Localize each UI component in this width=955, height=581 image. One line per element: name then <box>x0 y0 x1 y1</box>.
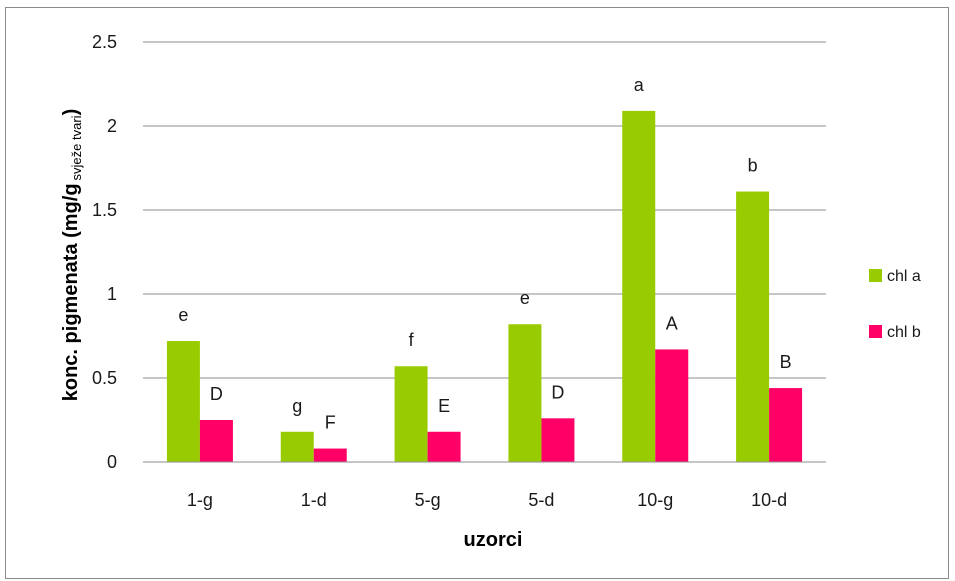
bar-chl-a-5-g <box>394 366 428 462</box>
bar-chl-a-10-g <box>622 110 656 462</box>
bar-chl-a-10-d <box>736 191 770 462</box>
x-tick-label: 10-d <box>751 490 787 510</box>
legend-swatch-chl-b <box>869 325 882 338</box>
bar-chl-a-1-d <box>280 431 314 462</box>
y-axis-title-main: konc. pigmenata (mg/g <box>60 183 82 401</box>
bar-chl-b-5-g <box>427 431 461 462</box>
data-label: g <box>292 396 302 416</box>
data-labels: e Dg Ff Ee Da Ab B <box>178 75 791 433</box>
x-axis-title: uzorci <box>464 529 523 551</box>
y-tick-label: 1 <box>107 284 117 304</box>
data-label: A <box>666 313 678 333</box>
bars <box>166 110 803 462</box>
legend-swatch-chl-a <box>869 269 882 282</box>
data-label: b <box>748 156 758 176</box>
y-axis-title-close: ) <box>60 109 82 116</box>
y-tick-label: 0.5 <box>92 368 117 388</box>
data-label: F <box>325 413 336 433</box>
data-label: e <box>178 305 188 325</box>
bar-chl-b-5-d <box>541 418 575 462</box>
x-tick-label: 5-d <box>528 490 554 510</box>
data-label: e <box>520 288 530 308</box>
chart-frame <box>5 7 949 579</box>
legend-label: chl b <box>887 324 921 341</box>
x-tick-labels: 1-g 1-d 5-g 5-d 10-g 10-d <box>187 490 787 510</box>
y-tick-label: 2.5 <box>92 32 117 52</box>
data-label: D <box>210 384 223 404</box>
x-tick-label: 10-g <box>637 490 673 510</box>
bar-chl-b-1-d <box>313 448 347 462</box>
legend-label: chl a <box>887 268 921 285</box>
y-tick-label: 0 <box>107 452 117 472</box>
gridlines <box>143 41 826 379</box>
data-label: f <box>409 330 415 350</box>
y-tick-labels: 0 0.5 1 1.5 2 2.5 <box>92 32 117 472</box>
y-axis-title: konc. pigmenata (mg/g svježe tvari) <box>60 109 84 402</box>
y-tick-label: 1.5 <box>92 200 117 220</box>
data-label: a <box>634 75 645 95</box>
data-label: D <box>551 382 564 402</box>
x-tick-label: 1-d <box>301 490 327 510</box>
bar-chl-a-5-d <box>508 324 542 462</box>
bar-chl-a-1-g <box>166 341 200 462</box>
data-label: E <box>438 396 450 416</box>
data-label: B <box>780 352 792 372</box>
legend: chl a chl b <box>869 268 921 341</box>
bar-chl-b-1-g <box>199 420 233 462</box>
bar-chl-b-10-d <box>769 388 803 462</box>
y-tick-label: 2 <box>107 116 117 136</box>
bar-chl-b-10-g <box>655 349 689 462</box>
y-axis-title-subscript: svježe tvari <box>69 115 84 180</box>
x-tick-label: 1-g <box>187 490 213 510</box>
x-tick-label: 5-g <box>415 490 441 510</box>
